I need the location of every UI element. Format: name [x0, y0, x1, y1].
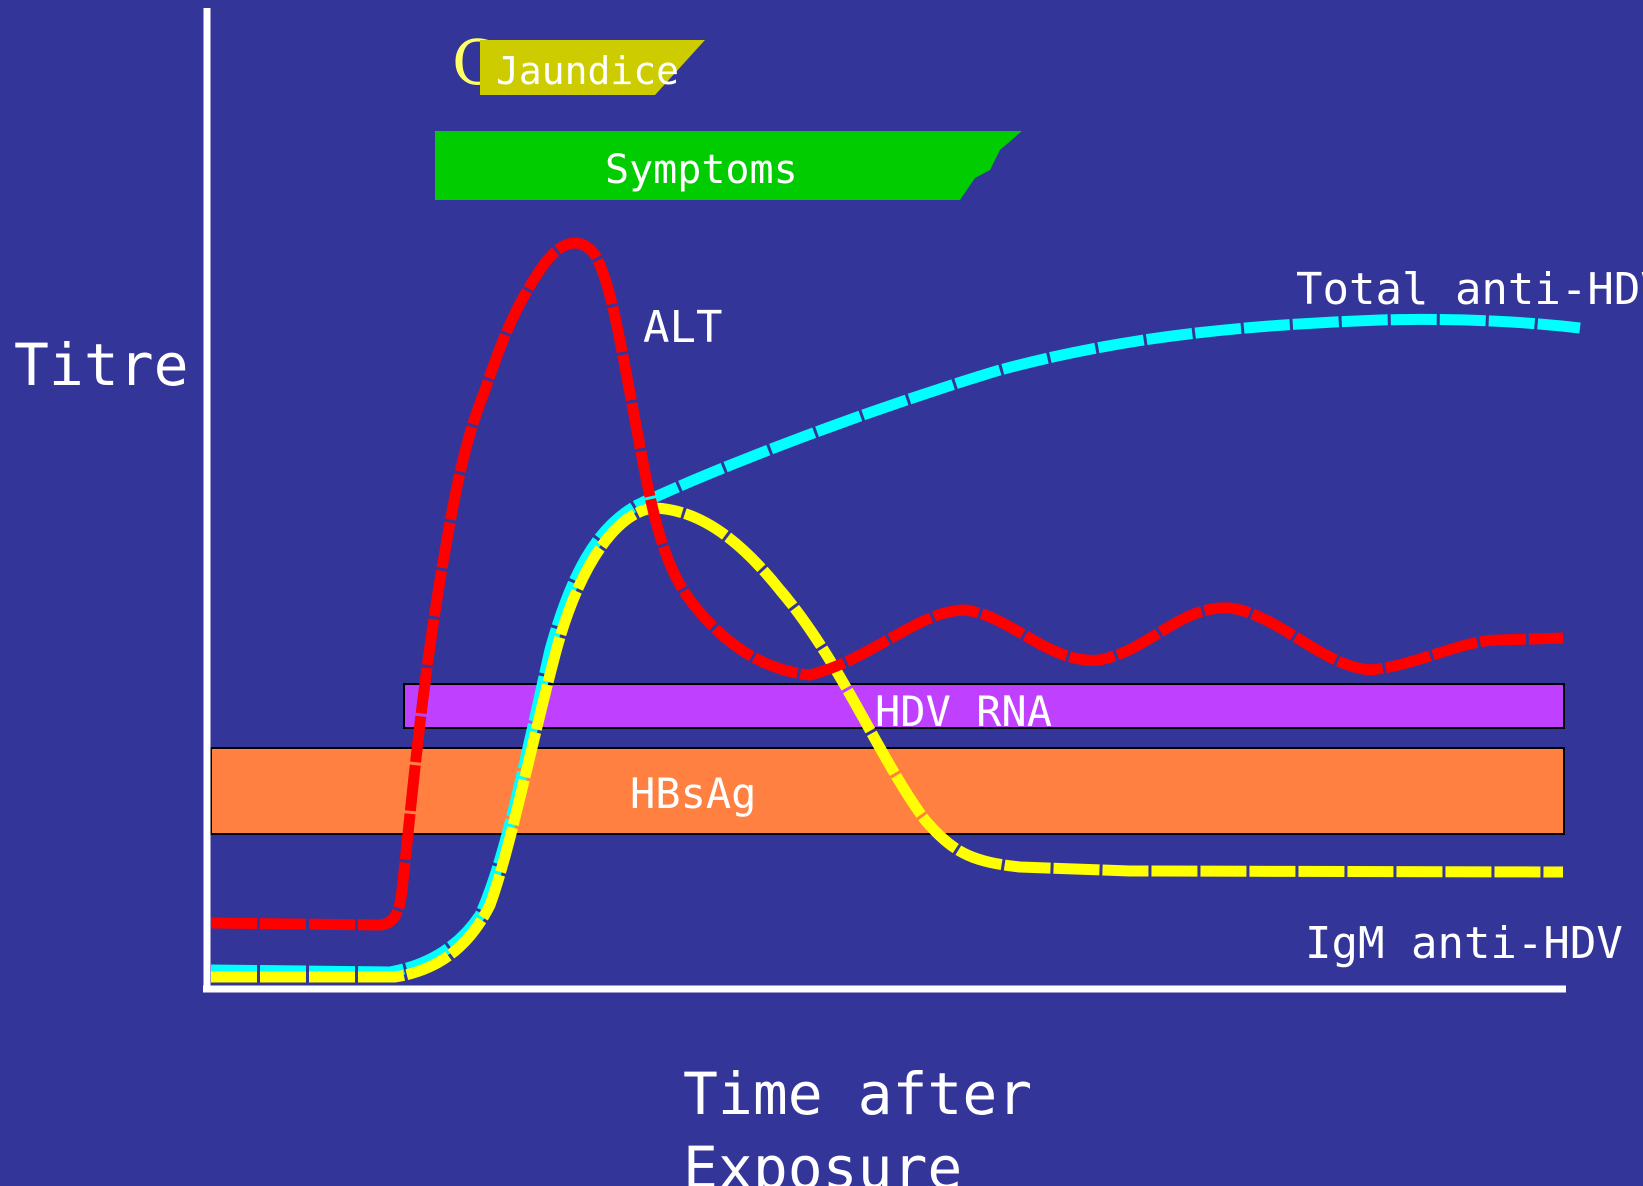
- total-anti-hdv-label: Total anti-HDV: [1296, 264, 1643, 315]
- hbsag-label: HBsAg: [630, 769, 756, 818]
- igm-anti-hdv-label: IgM anti-HDV: [1305, 918, 1623, 969]
- jaundice-bar: [480, 40, 705, 95]
- x-axis-label-line1: Time after: [683, 1060, 1032, 1128]
- alt-label: ALT: [643, 302, 722, 353]
- symptoms-bar: [435, 131, 1022, 200]
- jaundice-label: Jaundice: [496, 49, 679, 93]
- x-axis-label-line2: Exposure: [683, 1134, 962, 1186]
- hdv-rna-label: HDV RNA: [875, 687, 1052, 736]
- hbsag-band: [210, 747, 1565, 835]
- alt-curve: [210, 237, 1564, 931]
- symptoms-label: Symptoms: [605, 147, 798, 193]
- hdv-rna-band: [403, 683, 1565, 729]
- y-axis-label: Titre: [14, 331, 189, 399]
